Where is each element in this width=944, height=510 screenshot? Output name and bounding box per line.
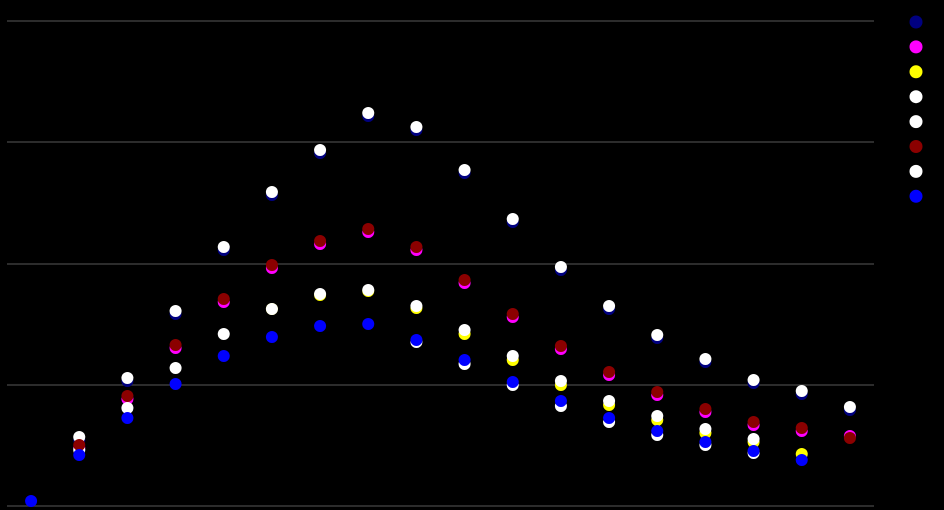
data-point bbox=[795, 454, 808, 466]
data-point bbox=[506, 308, 519, 320]
legend-marker bbox=[909, 40, 923, 54]
legend-marker bbox=[909, 189, 923, 203]
data-point bbox=[217, 241, 230, 253]
data-point bbox=[506, 213, 519, 225]
data-point bbox=[554, 340, 567, 352]
data-point bbox=[410, 334, 423, 346]
data-point bbox=[458, 164, 471, 176]
data-point bbox=[410, 300, 423, 312]
data-point bbox=[603, 300, 616, 312]
data-point bbox=[506, 376, 519, 388]
data-point bbox=[121, 402, 134, 414]
data-point bbox=[73, 449, 86, 461]
data-point bbox=[121, 390, 134, 402]
data-point bbox=[73, 439, 86, 451]
legend-marker bbox=[909, 65, 923, 79]
data-point bbox=[651, 425, 664, 437]
data-point bbox=[699, 403, 712, 415]
data-point bbox=[554, 375, 567, 387]
data-point bbox=[699, 353, 712, 365]
data-point bbox=[651, 329, 664, 341]
data-point bbox=[458, 274, 471, 286]
data-point bbox=[121, 412, 134, 424]
data-point bbox=[410, 121, 423, 133]
data-point bbox=[506, 350, 519, 362]
legend-marker bbox=[909, 164, 923, 178]
data-point bbox=[747, 445, 760, 457]
data-point bbox=[265, 331, 278, 343]
data-point bbox=[603, 412, 616, 424]
data-point bbox=[362, 223, 375, 235]
data-point bbox=[25, 495, 38, 507]
data-point bbox=[169, 378, 182, 390]
legend-marker bbox=[909, 90, 923, 104]
data-point bbox=[795, 422, 808, 434]
data-point bbox=[699, 436, 712, 448]
data-point bbox=[747, 416, 760, 428]
data-point bbox=[314, 235, 327, 247]
data-point bbox=[217, 293, 230, 305]
data-point bbox=[169, 362, 182, 374]
data-point bbox=[554, 261, 567, 273]
data-point bbox=[651, 410, 664, 422]
data-point bbox=[217, 328, 230, 340]
data-point bbox=[265, 186, 278, 198]
data-point bbox=[314, 320, 327, 332]
data-point bbox=[843, 432, 856, 444]
data-point bbox=[458, 354, 471, 366]
legend-marker bbox=[909, 140, 923, 153]
legend-marker bbox=[909, 15, 923, 29]
data-point bbox=[362, 284, 375, 296]
data-point bbox=[217, 350, 230, 362]
data-point bbox=[362, 318, 375, 330]
data-point bbox=[651, 386, 664, 398]
data-point bbox=[121, 372, 134, 384]
data-point bbox=[410, 241, 423, 253]
data-point bbox=[169, 339, 182, 351]
data-point bbox=[265, 259, 278, 271]
data-point bbox=[843, 401, 856, 413]
data-point bbox=[314, 144, 327, 156]
data-point bbox=[169, 305, 182, 317]
legend-marker bbox=[909, 115, 923, 129]
data-point bbox=[458, 324, 471, 336]
data-point bbox=[699, 423, 712, 435]
data-point bbox=[747, 433, 760, 445]
data-point bbox=[603, 395, 616, 407]
data-point bbox=[795, 385, 808, 397]
data-point bbox=[314, 288, 327, 300]
data-point bbox=[747, 374, 760, 386]
data-point bbox=[603, 366, 616, 378]
data-point bbox=[362, 107, 375, 119]
data-point bbox=[265, 303, 278, 315]
data-point bbox=[554, 395, 567, 407]
